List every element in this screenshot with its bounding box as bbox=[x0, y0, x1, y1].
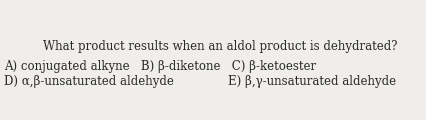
Text: E) β,γ-unsaturated aldehyde: E) β,γ-unsaturated aldehyde bbox=[228, 75, 396, 88]
Text: A) conjugated alkyne   B) β-diketone   C) β-ketoester: A) conjugated alkyne B) β-diketone C) β-… bbox=[4, 60, 316, 73]
Text: What product results when an aldol product is dehydrated?: What product results when an aldol produ… bbox=[43, 40, 397, 53]
Text: D) α,β-unsaturated aldehyde: D) α,β-unsaturated aldehyde bbox=[4, 75, 174, 88]
